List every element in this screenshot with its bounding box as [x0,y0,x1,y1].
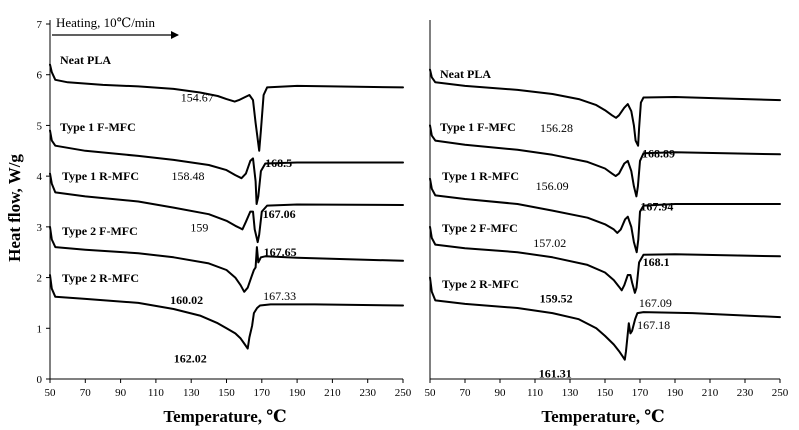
peak-temperature-label: 160.02 [170,293,203,307]
x-tick-label: 110 [148,387,165,399]
x-tick-label: 170 [254,387,271,399]
x-tick-label: 150 [218,387,235,399]
y-tick-label: 1 [37,323,43,335]
series-label: Type 1 R-MFC [442,169,519,183]
right-axes: 50 70 90 110 130 150 170 190 210 230 250 [425,20,789,399]
x-tick-label: 130 [183,387,200,399]
x-tick-label: 230 [737,387,754,399]
peak-temperature-label: 158.48 [171,169,204,183]
x-tick-label: 50 [425,387,437,399]
left-x-axis-label: Temperature, ℃ [163,407,286,426]
series-label: Neat PLA [60,53,111,67]
dsc-curve-type-2-r-mfc [49,274,404,350]
heating-rate-text: Heating, 10℃/min [56,15,156,30]
y-tick-label: 2 [37,273,43,285]
peak-temperature-label: 157.02 [533,236,566,250]
series-label: Type 2 F-MFC [442,221,518,235]
peak-temperature-label: 162.02 [174,352,207,366]
peak-temperature-label: 161.31 [539,367,572,381]
left-axes: 50 70 90 110 130 150 170 190 210 230 250 0 1 2 3 4 5 6 7 [37,19,412,399]
dsc-curve-type-1-f-mfc [429,124,781,198]
y-axis-label: Heat flow, W/g [5,154,24,262]
peak-temperature-label: 168.89 [642,147,675,161]
x-tick-label: 70 [460,387,472,399]
x-tick-label: 210 [324,387,341,399]
x-tick-label: 250 [772,387,789,399]
peak-temperature-label: 159 [190,220,208,234]
x-tick-label: 150 [597,387,614,399]
series-label: Type 2 R-MFC [62,271,139,285]
y-tick-label: 4 [37,171,43,183]
x-tick-label: 110 [527,387,544,399]
peak-temperature-label: 168.1 [643,255,670,269]
peak-temperature-label: 167.94 [640,199,673,213]
peak-temperature-label: 167.18 [637,318,670,332]
y-tick-label: 3 [37,222,43,234]
x-tick-label: 210 [702,387,719,399]
right-curves [429,68,781,361]
x-tick-label: 130 [562,387,579,399]
left-curves [49,63,404,350]
right-panel: 50 70 90 110 130 150 170 190 210 230 250 Neat PLA 1… [425,20,789,426]
series-label: Type 1 F-MFC [60,120,136,134]
right-labels: Neat PLA 156.28 168.89 Type 1 F-MFC 156.09 16… [440,67,675,381]
peak-temperature-label: 167.09 [639,296,672,310]
series-label: Type 1 R-MFC [62,169,139,183]
peak-temperature-label: 156.09 [536,179,569,193]
left-labels: Neat PLA 154.67 168.5 Type 1 F-MFC 158.48 167… [60,53,297,366]
x-tick-label: 90 [495,387,507,399]
peak-temperature-label: 154.67 [181,91,214,105]
x-tick-label: 190 [667,387,684,399]
heating-rate-note: Heating, 10℃/min [52,15,179,39]
y-tick-label: 7 [37,19,43,31]
y-tick-label: 5 [37,120,43,132]
dsc-curve-type-1-f-mfc [49,129,404,205]
dsc-curve-type-2-f-mfc [429,225,781,294]
left-panel: 50 70 90 110 130 150 170 190 210 230 250 0 1 2 3 4 5 6 7 N… [37,15,412,426]
series-label: Type 2 F-MFC [62,224,138,238]
dsc-curve-neat-pla [49,63,404,152]
x-tick-label: 170 [632,387,649,399]
peak-temperature-label: 167.65 [264,245,297,259]
right-x-axis-label: Temperature, ℃ [541,407,664,426]
x-tick-label: 90 [115,387,127,399]
series-label: Neat PLA [440,67,491,81]
dsc-curve-type-1-r-mfc [429,177,781,254]
series-label: Type 2 R-MFC [442,277,519,291]
dsc-curve-neat-pla [429,68,781,147]
peak-temperature-label: 159.52 [540,291,573,305]
peak-temperature-label: 156.28 [540,121,573,135]
peak-temperature-label: 167.06 [263,207,296,221]
x-tick-label: 230 [359,387,376,399]
peak-temperature-label: 168.5 [265,156,292,170]
x-tick-label: 190 [289,387,306,399]
x-tick-label: 50 [45,387,57,399]
x-tick-label: 70 [80,387,92,399]
dsc-curve-type-2-r-mfc [429,276,781,361]
y-tick-label: 0 [37,374,43,386]
series-label: Type 1 F-MFC [440,120,516,134]
dsc-curve-type-1-r-mfc [49,172,404,244]
x-tick-label: 250 [395,387,412,399]
peak-temperature-label: 167.33 [263,289,296,303]
dsc-curve-type-2-f-mfc [49,225,404,293]
y-tick-label: 6 [37,70,43,82]
